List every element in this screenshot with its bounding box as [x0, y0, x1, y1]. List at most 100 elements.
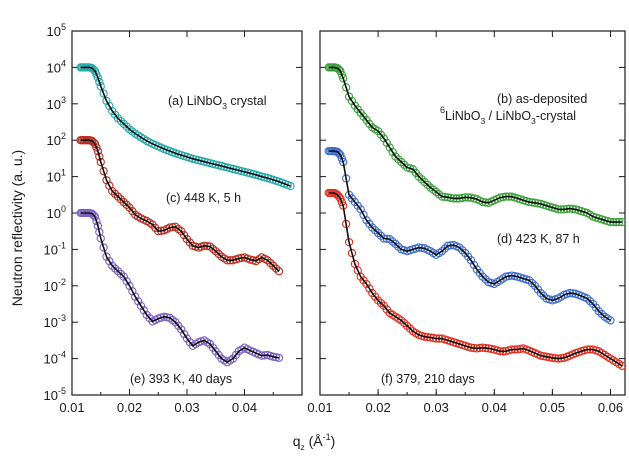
data-point-c	[96, 157, 105, 167]
data-point-b	[385, 143, 394, 152]
data-point-b	[423, 180, 432, 189]
series-a	[76, 63, 295, 191]
x-tick-label: 0.01	[307, 400, 332, 415]
fit-line-e	[80, 212, 280, 363]
data-point-c	[122, 200, 131, 209]
data-point-b	[344, 92, 354, 101]
data-point-e	[93, 221, 103, 230]
data-point-f	[402, 321, 412, 330]
data-point-c	[269, 261, 278, 270]
data-point-b	[397, 157, 406, 167]
series-d	[324, 146, 615, 325]
data-point-a	[96, 82, 105, 91]
x-tick-label: 0.03	[424, 400, 449, 415]
annotation-f: (f) 379, 210 days	[381, 372, 475, 386]
annotation-d: (d) 423 K, 87 h	[497, 232, 580, 246]
data-point-f	[331, 189, 341, 199]
x-tick-label: 0.02	[365, 400, 390, 415]
x-tick-label: 0.04	[232, 400, 257, 415]
data-point-e	[136, 301, 146, 310]
fit-line-d	[328, 150, 611, 322]
data-point-f	[347, 248, 357, 258]
data-point-f	[400, 318, 409, 328]
data-point-d	[478, 272, 487, 281]
data-point-c	[110, 189, 120, 199]
x-tick-label: 0.06	[598, 400, 623, 415]
data-point-b	[417, 175, 426, 184]
data-point-d	[337, 154, 346, 163]
data-point-c	[108, 187, 117, 196]
data-point-b	[382, 138, 391, 148]
y-tick-label: 102	[47, 131, 66, 148]
data-point-d	[597, 309, 606, 319]
data-point-b	[341, 83, 351, 92]
data-point-b	[391, 152, 400, 161]
data-point-a	[99, 89, 108, 98]
data-point-a	[89, 65, 98, 74]
data-point-b	[347, 96, 357, 106]
data-point-f	[337, 197, 346, 207]
data-point-c	[119, 197, 128, 207]
y-tick-label: 103	[47, 95, 66, 112]
data-point-b	[379, 134, 389, 143]
data-point-e	[179, 329, 189, 339]
data-point-d	[583, 294, 592, 303]
fit-line-a	[80, 66, 291, 187]
data-point-e	[177, 325, 186, 334]
y-tick-label: 105	[47, 22, 66, 39]
data-point-c	[116, 195, 126, 204]
data-point-e	[105, 257, 114, 266]
series-b	[324, 63, 627, 227]
data-point-a	[286, 181, 295, 191]
data-point-c	[93, 146, 103, 156]
annotation-a: (a) LiNbO3 crystal	[168, 94, 267, 111]
data-point-b	[339, 74, 348, 83]
data-point-d	[524, 276, 534, 285]
x-tick-label: 0.05	[540, 400, 565, 415]
data-point-d	[536, 288, 545, 298]
data-point-c	[214, 249, 223, 259]
data-point-f	[336, 194, 345, 203]
data-point-e	[122, 277, 131, 286]
y-tick-label: 10-3	[44, 313, 66, 330]
data-point-c	[266, 258, 275, 268]
data-point-c	[113, 192, 123, 201]
data-point-b	[337, 70, 346, 79]
data-point-a	[122, 122, 131, 131]
data-point-d	[594, 307, 604, 316]
x-tick-label: 0.02	[117, 400, 142, 415]
data-point-d	[391, 239, 400, 249]
data-point-d	[336, 150, 345, 159]
data-point-e	[108, 261, 117, 270]
data-point-c	[90, 139, 100, 148]
data-point-d	[466, 256, 476, 265]
data-point-e	[102, 252, 111, 261]
data-point-d	[371, 226, 380, 235]
data-point-c	[208, 244, 218, 254]
data-point-e	[90, 212, 100, 221]
data-point-a	[116, 116, 126, 126]
data-point-d	[469, 260, 479, 270]
data-point-b	[420, 177, 429, 187]
data-point-d	[539, 291, 548, 300]
fit-line-b	[328, 66, 623, 223]
data-point-a	[93, 73, 103, 82]
data-point-f	[373, 296, 383, 305]
fit-line-c	[80, 139, 280, 272]
data-point-c	[95, 152, 104, 161]
data-point-d	[606, 316, 615, 325]
data-point-d	[373, 228, 383, 238]
data-point-e	[99, 243, 108, 252]
data-point-c	[263, 256, 272, 265]
data-point-f	[376, 298, 386, 308]
x-tick-label: 0.04	[482, 400, 507, 415]
data-point-b	[394, 155, 403, 164]
data-point-f	[617, 361, 627, 371]
y-tick-label: 10-2	[44, 277, 66, 294]
y-tick-label: 10-1	[44, 240, 66, 257]
data-point-f	[362, 279, 371, 289]
data-point-d	[368, 223, 377, 232]
series-e	[76, 208, 284, 367]
